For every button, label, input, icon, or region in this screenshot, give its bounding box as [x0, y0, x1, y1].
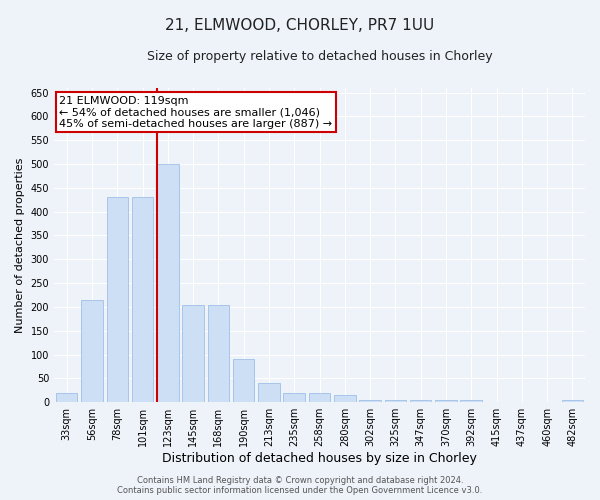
X-axis label: Distribution of detached houses by size in Chorley: Distribution of detached houses by size … — [162, 452, 477, 465]
Y-axis label: Number of detached properties: Number of detached properties — [15, 158, 25, 332]
Bar — [435, 400, 457, 402]
Bar — [359, 400, 381, 402]
Bar — [81, 300, 103, 402]
Text: 21 ELMWOOD: 119sqm
← 54% of detached houses are smaller (1,046)
45% of semi-deta: 21 ELMWOOD: 119sqm ← 54% of detached hou… — [59, 96, 332, 129]
Bar — [233, 360, 254, 402]
Bar — [562, 400, 583, 402]
Bar — [334, 395, 356, 402]
Bar — [182, 304, 204, 402]
Title: Size of property relative to detached houses in Chorley: Size of property relative to detached ho… — [147, 50, 493, 63]
Bar — [385, 400, 406, 402]
Bar — [410, 400, 431, 402]
Text: 21, ELMWOOD, CHORLEY, PR7 1UU: 21, ELMWOOD, CHORLEY, PR7 1UU — [166, 18, 434, 32]
Bar — [107, 198, 128, 402]
Text: Contains HM Land Registry data © Crown copyright and database right 2024.
Contai: Contains HM Land Registry data © Crown c… — [118, 476, 482, 495]
Bar — [309, 392, 330, 402]
Bar — [56, 392, 77, 402]
Bar — [208, 304, 229, 402]
Bar — [132, 198, 153, 402]
Bar — [283, 392, 305, 402]
Bar — [460, 400, 482, 402]
Bar — [157, 164, 179, 402]
Bar — [258, 383, 280, 402]
